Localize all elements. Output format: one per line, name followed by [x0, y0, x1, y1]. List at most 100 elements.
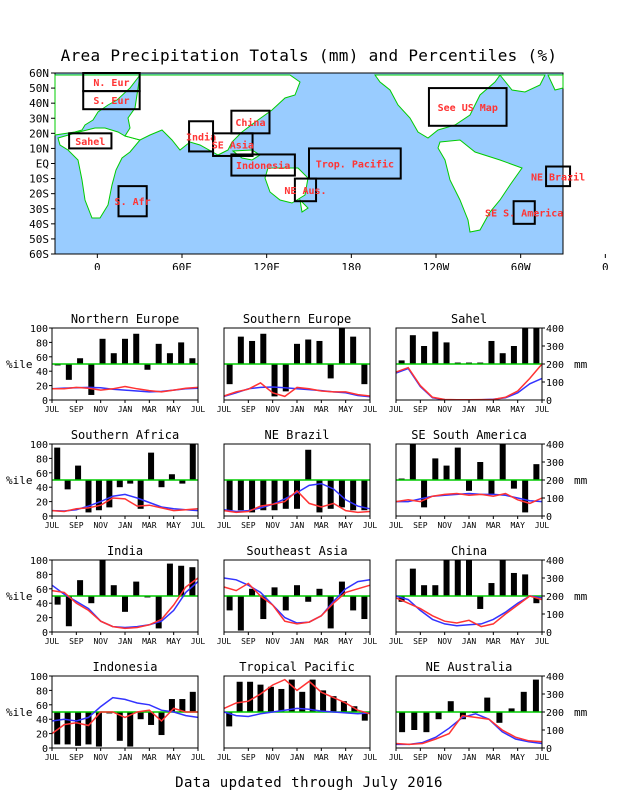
region-box [117, 185, 148, 218]
percentile-bar [133, 581, 140, 596]
y2-tick-label: 0 [546, 744, 552, 755]
x-tick-label: JAN [290, 637, 305, 646]
panel-title: Tropical Pacific [239, 660, 355, 674]
percentile-bar [179, 480, 186, 484]
percentile-bar [288, 679, 295, 712]
percentile-bar [510, 480, 517, 489]
panel-china: China 0 100 200 300 400 mm JUL SEP NOV JAN MAR MAY JU… [389, 544, 588, 646]
region-label: China [235, 117, 265, 129]
percentile-bar [237, 596, 244, 631]
panel-ne-brazil: NE Brazil JUL SEP NOV JAN MAR MAY JUL [217, 428, 378, 530]
percentile-bar [338, 480, 345, 508]
x-tick-label: SEP [241, 637, 256, 646]
panel-title: Southern Europe [243, 312, 351, 326]
x-tick-label: JAN [462, 753, 477, 760]
percentile-bar [189, 444, 196, 480]
region-box [308, 147, 402, 180]
percentile-bar [85, 480, 92, 513]
percentile-bar [351, 706, 358, 712]
y-tick-label: 80 [36, 454, 48, 465]
percentile-bar [510, 572, 517, 596]
y-tick-label: 0 [42, 744, 48, 755]
land [54, 74, 564, 233]
percentile-bar [409, 444, 416, 480]
y-tick-label: 0 [42, 396, 48, 407]
x-tick-label: SEP [69, 521, 84, 530]
y-tick-label: 20 [36, 614, 48, 625]
percentile-bar [237, 480, 244, 511]
region-label: SE S. America [485, 208, 563, 220]
total-precip-line [395, 714, 543, 746]
x-tick-label: MAR [142, 753, 157, 760]
x-tick-label: MAY [338, 753, 353, 760]
percentile-bar [166, 353, 173, 364]
x-tick-label: JUL [363, 753, 378, 760]
percentile-bar [316, 340, 323, 364]
percentile-bar [294, 480, 300, 509]
x-tick-label: MAY [510, 405, 525, 414]
percentile-bar [350, 596, 357, 611]
percentile-bar [340, 701, 347, 712]
percentile-bar [237, 336, 244, 364]
percentile-bar [294, 343, 300, 364]
total-precip-line [223, 582, 371, 625]
y2-tick-label: 100 [546, 610, 564, 621]
lat-tick-label: 40S [29, 218, 49, 231]
y2-tick-label: 200 [546, 476, 564, 487]
percentile-bar [260, 480, 267, 511]
precipitation-panels: Northern Europe 0 20 40 60 80 100 %ile JUL SEP NOV… [6, 312, 588, 760]
y-tick-label: 40 [36, 599, 48, 610]
percentile-bar [282, 596, 289, 611]
total-precip-line [223, 382, 371, 398]
percentile-bar [327, 364, 334, 379]
percentile-bar [488, 583, 495, 596]
percentile-bar [271, 364, 278, 397]
region-label: India [186, 131, 216, 143]
x-tick-label: SEP [413, 521, 428, 530]
x-tick-label: MAR [486, 637, 501, 646]
y2-tick-label: 0 [546, 396, 552, 407]
percentile-bar [158, 712, 165, 736]
percentile-bar [532, 679, 539, 712]
x-tick-label: JUL [363, 637, 378, 646]
x-tick-label: JAN [118, 405, 133, 414]
percentile-bar [522, 328, 529, 364]
x-tick-label: SEP [69, 753, 84, 760]
percentile-bar [399, 712, 406, 733]
x-tick-label: JUL [389, 637, 404, 646]
lat-tick-label: 30N [29, 112, 49, 125]
normal-precip-line [51, 493, 199, 512]
y2-tick-label: 100 [546, 726, 564, 737]
percentile-bar [361, 364, 368, 385]
y2-axis-label: mm [574, 474, 588, 487]
panel-title: Northern Europe [71, 312, 179, 326]
percentile-bar [249, 480, 256, 513]
percentile-bar [330, 696, 337, 712]
percentile-bar [88, 596, 95, 604]
panel-southern-europe: Southern Europe JUL SEP NOV JAN MAR MAY JUL [217, 312, 378, 414]
percentile-bar [271, 587, 278, 596]
region-label: Sahel [75, 137, 105, 148]
x-tick-label: MAR [142, 637, 157, 646]
percentile-bar [155, 343, 162, 364]
percentile-bar [496, 712, 503, 723]
percentile-bar [65, 596, 72, 627]
percentile-bar [75, 465, 82, 480]
percentile-bar [116, 480, 123, 488]
y2-tick-label: 200 [546, 360, 564, 371]
x-tick-label: JUL [389, 405, 404, 414]
percentile-bar [226, 712, 233, 727]
percentile-bar [361, 712, 368, 721]
percentile-bar [421, 585, 428, 596]
x-tick-label: NOV [265, 753, 280, 760]
y2-tick-label: 200 [546, 708, 564, 719]
x-tick-label: JUL [191, 753, 206, 760]
normal-precip-line [223, 707, 371, 718]
x-tick-label: JUL [217, 637, 232, 646]
region-box [68, 132, 113, 150]
lat-tick-label: 40N [29, 97, 49, 110]
x-tick-label: JAN [290, 753, 305, 760]
x-tick-label: NOV [265, 521, 280, 530]
normal-precip-line [223, 482, 371, 513]
x-tick-label: MAR [486, 521, 501, 530]
